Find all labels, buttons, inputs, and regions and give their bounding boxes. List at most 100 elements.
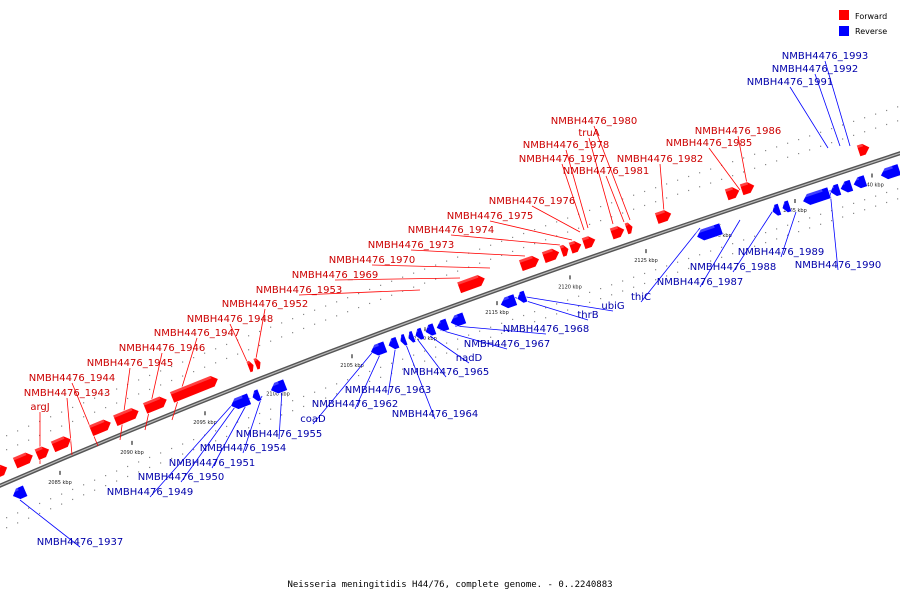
gene-label[interactable]: NMBH4476_1991 [747,77,833,88]
reverse-gene-arrow[interactable] [368,340,388,358]
reverse-gene-arrow[interactable] [780,199,793,214]
reverse-gene-arrow[interactable] [878,163,900,182]
reverse-gene-arrow[interactable] [448,311,467,328]
reverse-gene-arrow[interactable] [386,336,401,352]
reverse-gene-arrow[interactable] [434,317,451,333]
gene-label[interactable]: NMBH4476_1981 [563,166,649,177]
guide-dot [193,449,195,451]
gene-label[interactable]: NMBH4476_1990 [795,260,881,271]
reverse-gene-arrow[interactable] [515,289,529,304]
forward-gene-arrow[interactable] [856,142,871,158]
forward-gene-arrow[interactable] [541,246,561,264]
gene-label[interactable]: NMBH4476_1973 [368,240,454,251]
gene-label[interactable]: NMBH4476_1989 [738,247,824,258]
gene-label[interactable]: NMBH4476_1969 [292,270,378,281]
forward-gene-arrow[interactable] [169,373,221,404]
gene-label[interactable]: NMBH4476_1968 [503,324,589,335]
gene-label[interactable]: NMBH4476_1978 [523,140,609,151]
forward-gene-arrow[interactable] [245,359,256,374]
reverse-gene-arrow[interactable] [228,392,252,411]
forward-gene-arrow[interactable] [581,234,597,250]
gene-label[interactable]: NMBH4476_1946 [119,343,205,354]
gene-label[interactable]: nadD [456,353,483,364]
forward-gene-arrow[interactable] [252,357,263,371]
gene-label[interactable]: ubiG [601,301,624,312]
forward-gene-arrow[interactable] [456,273,487,294]
gene-label[interactable]: NMBH4476_1988 [690,262,776,273]
leader-line [211,397,251,469]
forward-gene-arrow[interactable] [623,221,635,236]
gene-label[interactable]: NMBH4476_1947 [154,328,240,339]
gene-label[interactable]: NMBH4476_1987 [657,277,743,288]
reverse-gene-arrow[interactable] [770,202,783,217]
gene-label[interactable]: NMBH4476_1986 [695,126,781,137]
gene-label[interactable]: argJ [30,402,49,413]
gene-label[interactable]: NMBH4476_1964 [392,409,478,420]
reverse-gene-arrow[interactable] [250,388,263,403]
backbone-highlight [0,152,900,487]
gene-label[interactable]: NMBH4476_1951 [169,458,255,469]
gene-label[interactable]: NMBH4476_1974 [408,225,494,236]
forward-gene-arrow[interactable] [112,405,142,427]
reverse-gene-arrow[interactable] [413,326,426,341]
gene-label[interactable]: NMBH4476_1976 [489,196,575,207]
forward-gene-arrow[interactable] [558,243,571,258]
gene-label[interactable]: thiC [631,292,651,303]
reverse-gene-arrow[interactable] [828,183,843,198]
gene-label[interactable]: NMBH4476_1982 [617,154,703,165]
reverse-gene-arrow[interactable] [498,293,518,311]
gene-label[interactable]: NMBH4476_1943 [24,388,110,399]
gene-label[interactable]: NMBH4476_1954 [200,443,286,454]
reverse-gene-arrow[interactable] [406,330,417,344]
reverse-gene-arrow[interactable] [423,322,438,338]
gene-label[interactable]: NMBH4476_1967 [464,339,550,350]
forward-gene-arrow[interactable] [518,253,542,272]
forward-gene-arrow[interactable] [0,462,10,479]
forward-gene-arrow[interactable] [50,434,73,453]
gene-label[interactable]: NMBH4476_1980 [551,116,637,127]
forward-gene-arrow[interactable] [88,417,114,437]
leader-line [180,399,241,483]
gene-label[interactable]: NMBH4476_1975 [447,211,533,222]
forward-gene-arrow[interactable] [12,450,35,470]
forward-gene-arrow[interactable] [609,224,626,241]
gene-label[interactable]: NMBH4476_1965 [403,367,489,378]
forward-gene-arrow[interactable] [142,394,170,415]
guide-dot [688,189,690,192]
forward-gene-arrow[interactable] [567,239,583,255]
forward-gene-arrow[interactable] [654,208,673,225]
guide-dot [424,360,426,362]
forward-gene-arrow[interactable] [724,185,741,202]
gene-label[interactable]: truA [578,128,599,139]
gene-label[interactable]: NMBH4476_1985 [666,138,752,149]
gene-label[interactable]: coaD [300,414,326,425]
gene-label[interactable]: NMBH4476_1950 [138,472,224,483]
gene-label[interactable]: NMBH4476_1949 [107,487,193,498]
gene-label[interactable]: NMBH4476_1977 [519,154,605,165]
reverse-gene-arrow[interactable] [838,179,854,195]
gene-label[interactable]: NMBH4476_1963 [345,385,431,396]
gene-label[interactable]: thrB [577,310,598,321]
forward-gene-arrow[interactable] [33,444,52,461]
reverse-gene-arrow[interactable] [694,222,724,243]
gene-label[interactable]: NMBH4476_1948 [187,314,273,325]
gene-label[interactable]: NMBH4476_1953 [256,285,342,296]
reverse-gene-arrow[interactable] [268,378,289,396]
gene-label[interactable]: NMBH4476_1970 [329,255,415,266]
reverse-gene-arrow[interactable] [10,484,29,502]
reverse-gene-arrow[interactable] [800,186,832,207]
gene-label[interactable]: NMBH4476_1937 [37,537,123,548]
gene-label[interactable]: NMBH4476_1993 [782,51,868,62]
gene-label[interactable]: NMBH4476_1945 [87,358,173,369]
reverse-gene-arrow[interactable] [851,174,868,190]
gene-label[interactable]: NMBH4476_1992 [772,64,858,75]
gene-label[interactable]: NMBH4476_1944 [29,373,115,384]
forward-gene-arrow[interactable] [739,180,756,196]
gene-label[interactable]: NMBH4476_1962 [312,399,398,410]
gene-label[interactable]: NMBH4476_1955 [236,429,322,440]
guide-dot [490,326,492,328]
guide-dot [787,156,789,158]
gene-label[interactable]: NMBH4476_1952 [222,299,308,310]
reverse-gene-arrow[interactable] [398,333,409,347]
